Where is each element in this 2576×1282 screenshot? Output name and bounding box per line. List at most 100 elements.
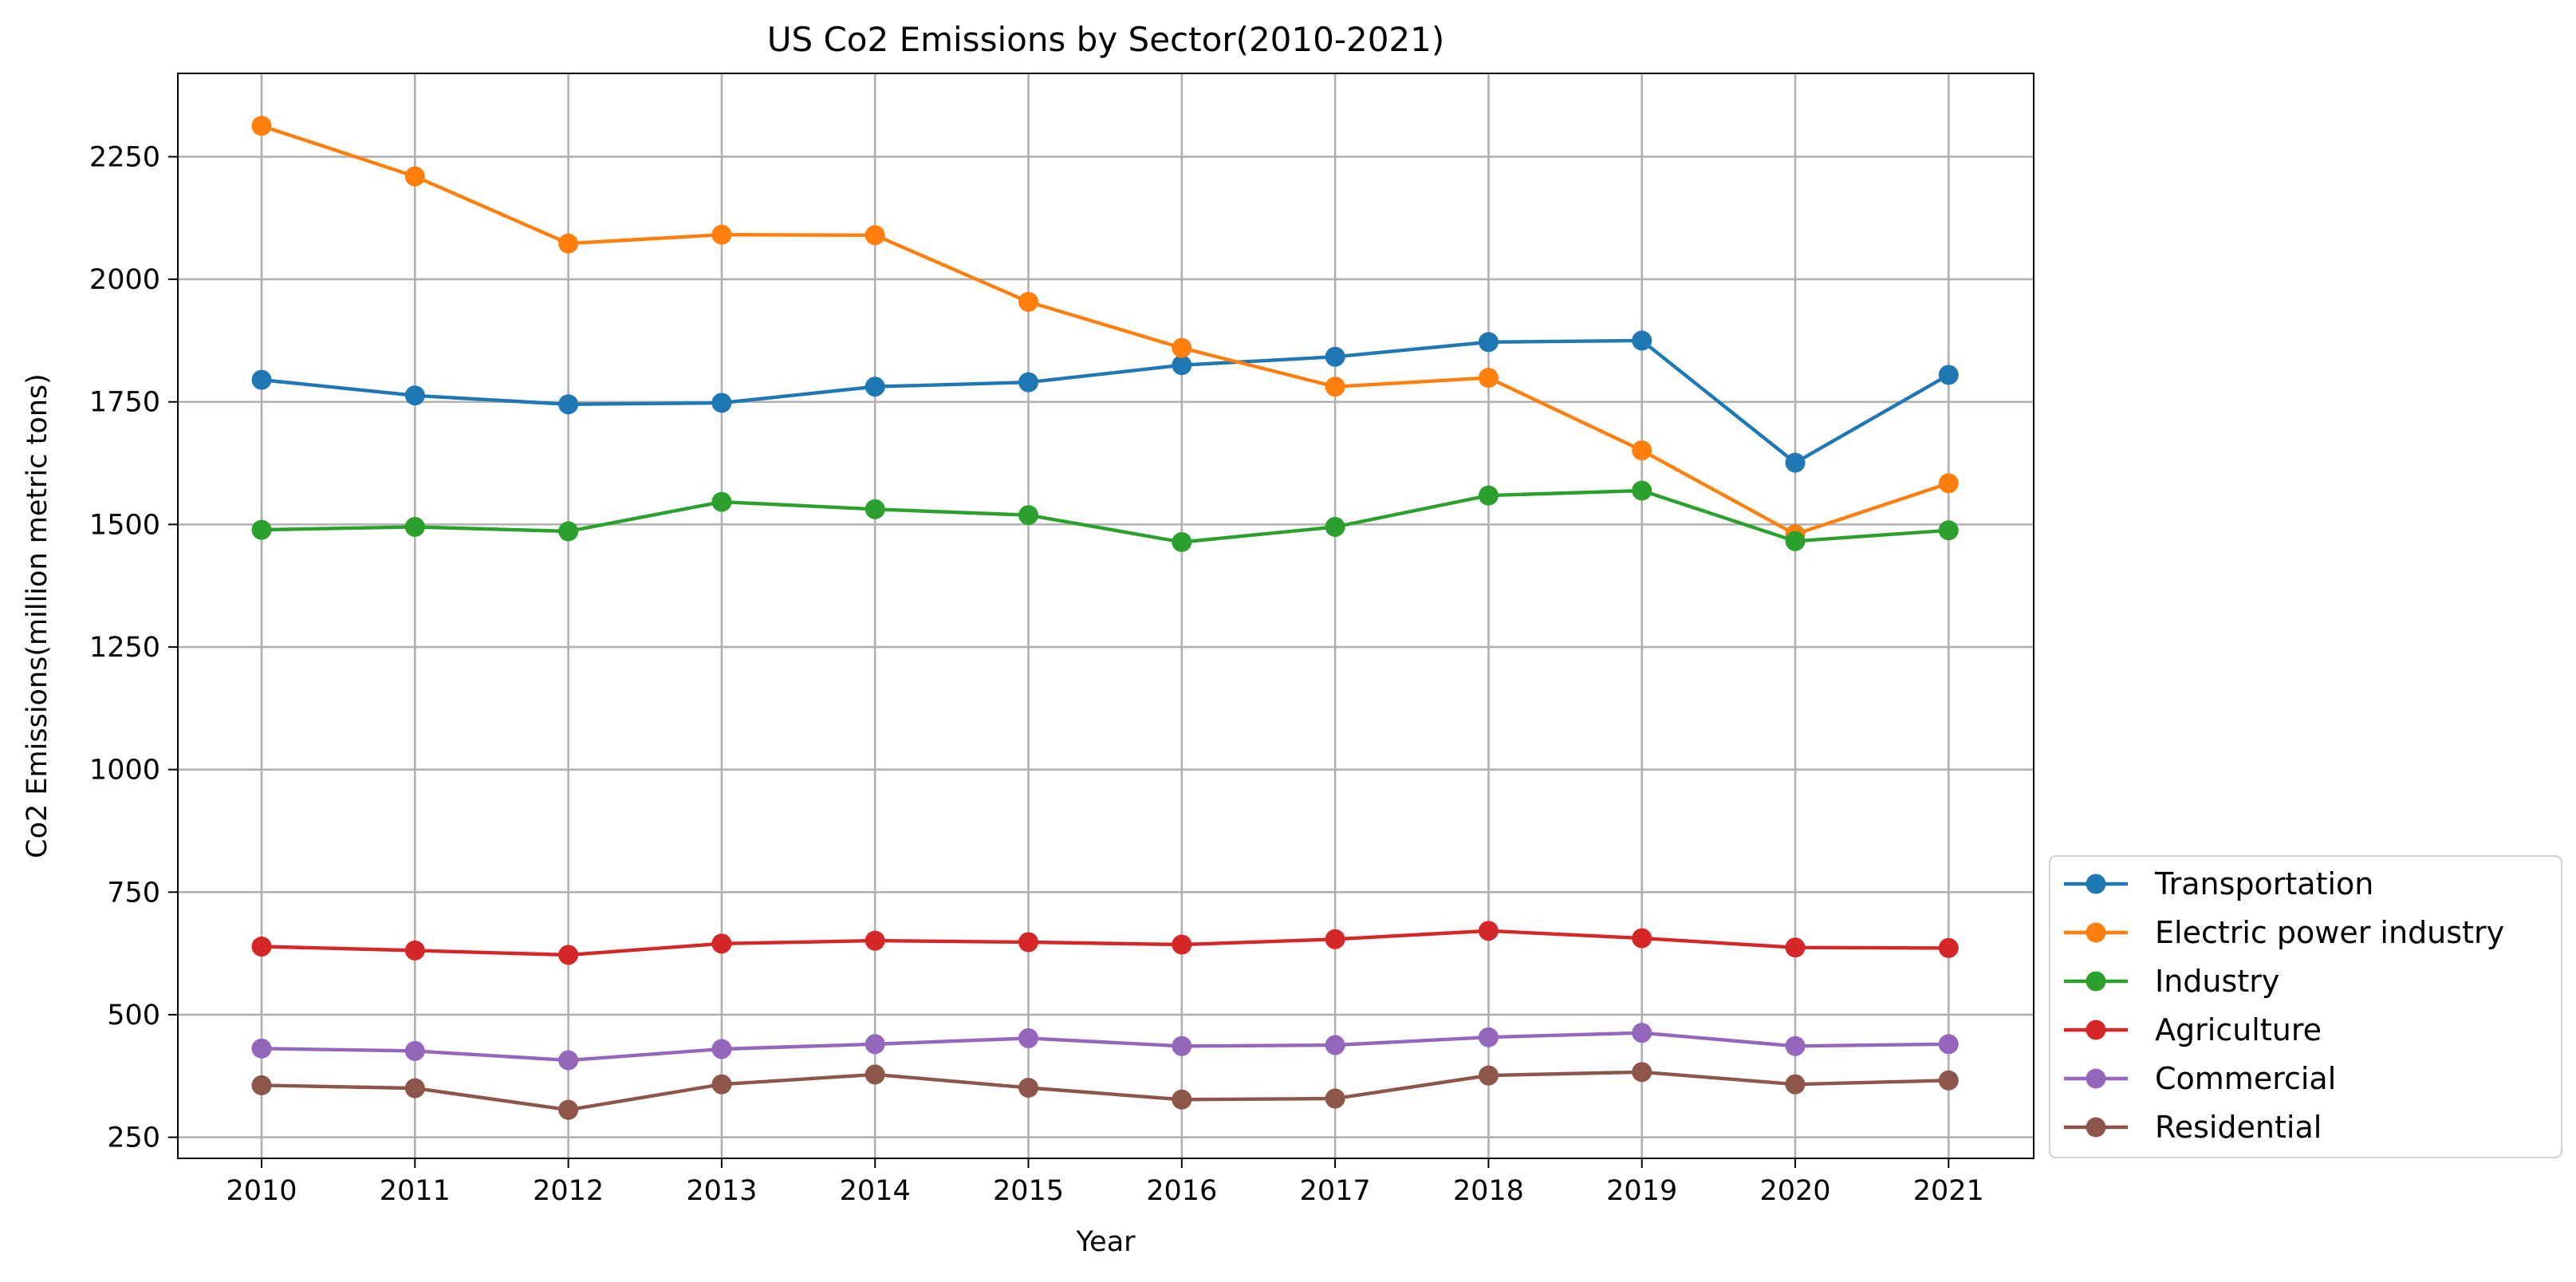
data-point bbox=[1172, 1035, 1192, 1056]
plot-frame bbox=[177, 73, 2034, 1159]
y-tick-label: 750 bbox=[107, 877, 160, 909]
x-tick-label: 2011 bbox=[380, 1175, 451, 1207]
x-tick-label: 2020 bbox=[1759, 1175, 1830, 1207]
data-point bbox=[251, 937, 272, 957]
data-point bbox=[1785, 452, 1806, 473]
x-axis-title: Year bbox=[1075, 1226, 1136, 1258]
data-point bbox=[711, 1039, 732, 1059]
data-point bbox=[1632, 928, 1652, 949]
data-point bbox=[1325, 516, 1345, 537]
data-point bbox=[251, 519, 272, 540]
legend-label: Residential bbox=[2155, 1110, 2322, 1145]
series-line bbox=[259, 488, 1951, 544]
data-point bbox=[1938, 365, 1959, 385]
x-tick-label: 2012 bbox=[533, 1175, 604, 1207]
data-point bbox=[558, 394, 579, 415]
legend-marker bbox=[2086, 1117, 2106, 1138]
legend: Transportation Electric power industry Ind… bbox=[2049, 855, 2562, 1158]
data-point bbox=[1785, 937, 1806, 958]
series-layer bbox=[251, 116, 1959, 1120]
x-tick-label: 2018 bbox=[1453, 1175, 1524, 1207]
x-tick-label: 2010 bbox=[226, 1175, 297, 1207]
data-point bbox=[251, 1075, 272, 1095]
data-point bbox=[1938, 937, 1959, 958]
data-point bbox=[711, 491, 732, 512]
x-tick-label: 2015 bbox=[993, 1175, 1064, 1207]
x-tick-label: 2021 bbox=[1913, 1175, 1984, 1207]
data-point bbox=[558, 233, 579, 254]
x-tick-label: 2014 bbox=[840, 1175, 911, 1207]
chart-title: US Co2 Emissions by Sector(2010-2021) bbox=[767, 20, 1445, 59]
data-point bbox=[1938, 520, 1959, 541]
x-tick-label: 2016 bbox=[1146, 1175, 1217, 1207]
data-point bbox=[865, 930, 885, 951]
data-point bbox=[865, 1064, 885, 1085]
data-point bbox=[865, 377, 885, 397]
data-point bbox=[404, 516, 425, 537]
legend-frame bbox=[2049, 855, 2562, 1158]
data-point bbox=[1325, 1035, 1345, 1055]
legend-marker bbox=[2086, 922, 2106, 943]
series-line bbox=[259, 1070, 1951, 1112]
data-point bbox=[1172, 1089, 1192, 1110]
series-line bbox=[259, 1031, 1951, 1063]
data-point bbox=[865, 1034, 885, 1055]
y-tick-label: 1250 bbox=[89, 632, 160, 664]
x-tick-label: 2013 bbox=[686, 1175, 757, 1207]
data-point bbox=[1632, 480, 1652, 501]
data-point bbox=[1325, 1088, 1345, 1109]
data-point bbox=[1478, 1027, 1499, 1047]
legend-label: Commercial bbox=[2155, 1061, 2336, 1096]
data-point bbox=[558, 1050, 579, 1071]
data-point bbox=[1632, 330, 1652, 351]
data-point bbox=[404, 1040, 425, 1061]
legend-marker bbox=[2086, 1068, 2106, 1089]
y-tick-label: 2000 bbox=[89, 264, 160, 296]
legend-marker bbox=[2086, 874, 2106, 894]
data-point bbox=[1018, 1078, 1038, 1099]
data-point bbox=[1325, 346, 1345, 367]
data-point bbox=[1478, 1065, 1499, 1086]
legend-label: Electric power industry bbox=[2155, 915, 2504, 950]
data-point bbox=[1632, 1062, 1652, 1083]
y-tick-label: 500 bbox=[107, 1000, 160, 1032]
legend-marker bbox=[2086, 1020, 2106, 1040]
legend-label: Industry bbox=[2155, 964, 2279, 999]
x-tick-label: 2019 bbox=[1606, 1175, 1677, 1207]
data-point bbox=[1632, 1023, 1652, 1043]
data-point bbox=[1325, 377, 1345, 397]
data-point bbox=[711, 1074, 732, 1095]
data-point bbox=[558, 945, 579, 965]
data-point bbox=[404, 166, 425, 187]
data-point bbox=[1018, 932, 1038, 953]
y-tick-label: 2250 bbox=[89, 141, 160, 173]
legend-label: Agriculture bbox=[2155, 1012, 2322, 1047]
y-tick-label: 1750 bbox=[89, 387, 160, 419]
data-point bbox=[404, 940, 425, 961]
data-point bbox=[1938, 473, 1959, 494]
series-line bbox=[259, 338, 1952, 465]
data-point bbox=[404, 385, 425, 406]
legend-marker bbox=[2086, 971, 2106, 992]
data-point bbox=[1478, 332, 1499, 353]
data-point bbox=[1018, 1028, 1038, 1048]
y-tick-label: 1000 bbox=[89, 755, 160, 787]
data-point bbox=[711, 392, 732, 413]
data-point bbox=[1478, 368, 1499, 389]
data-point bbox=[1018, 372, 1038, 392]
data-point bbox=[1785, 1074, 1806, 1095]
data-point bbox=[251, 116, 272, 136]
data-point bbox=[1632, 440, 1652, 461]
data-point bbox=[711, 224, 732, 245]
data-point bbox=[1172, 355, 1192, 376]
data-point bbox=[558, 1099, 579, 1120]
data-point bbox=[1172, 934, 1192, 955]
data-point bbox=[1325, 929, 1345, 949]
data-point bbox=[1938, 1034, 1959, 1055]
data-point bbox=[865, 499, 885, 519]
data-point bbox=[251, 1038, 272, 1059]
data-point bbox=[1018, 505, 1038, 526]
series-line bbox=[259, 124, 1952, 536]
